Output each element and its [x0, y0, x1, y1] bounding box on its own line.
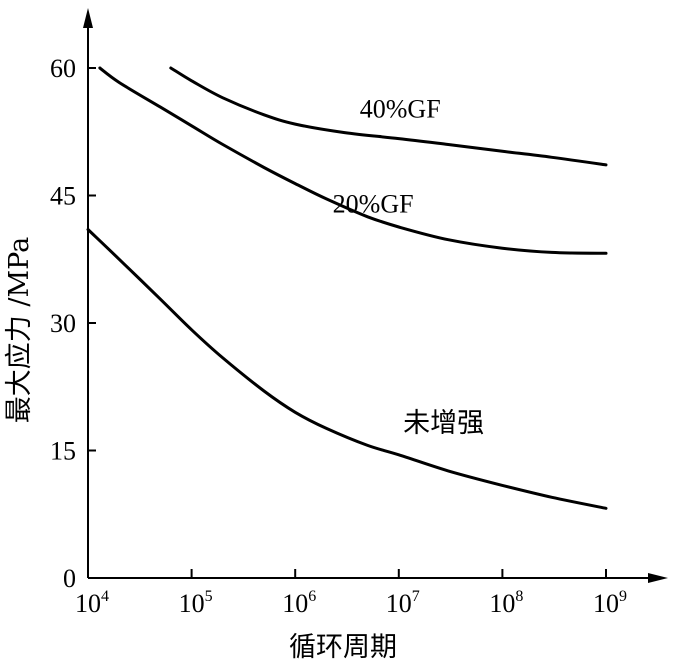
- series-label-20gf: 20%GF: [333, 190, 414, 219]
- x-axis-title: 循环周期: [289, 632, 397, 663]
- y-tick-label: 45: [50, 182, 76, 211]
- series-line-20gf: [98, 66, 608, 255]
- x-tick-label: 109: [593, 588, 627, 618]
- x-tick-label: 107: [386, 588, 420, 618]
- y-tick-label: 30: [50, 309, 76, 338]
- series-label-40gf: 40%GF: [360, 94, 441, 123]
- curves: [86, 66, 608, 510]
- series-line-40gf: [169, 66, 608, 167]
- y-axis-arrow-icon: [83, 8, 93, 28]
- y-axis-title: 最大应力 /MPa: [4, 237, 35, 423]
- series-label-unreinforced: 未增强: [403, 408, 484, 439]
- x-tick-label: 105: [179, 588, 213, 618]
- curve-labels: 40%GF 20%GF 未增强: [333, 94, 484, 439]
- series-line-unreinforced: [86, 228, 608, 510]
- x-tick-label: 106: [282, 588, 316, 618]
- x-axis-arrow-icon: [648, 573, 668, 583]
- x-ticks: 104 105 106 107 108 109: [75, 569, 627, 618]
- x-tick-label: 104: [75, 588, 109, 618]
- x-tick-label: 108: [489, 588, 523, 618]
- y-tick-label: 0: [63, 564, 76, 593]
- y-tick-label: 60: [50, 54, 76, 83]
- y-tick-label: 15: [50, 437, 76, 466]
- axes: [83, 8, 668, 583]
- y-ticks: 0 15 30 45 60: [50, 54, 96, 593]
